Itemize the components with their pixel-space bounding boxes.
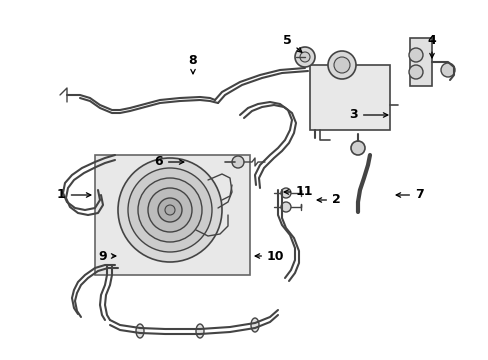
Text: 8: 8 [188,54,197,74]
Circle shape [440,63,454,77]
Circle shape [281,202,290,212]
Text: 7: 7 [395,189,423,202]
Circle shape [281,188,290,198]
Text: 1: 1 [57,189,91,202]
Text: 2: 2 [317,193,340,207]
Text: 9: 9 [98,249,116,262]
Circle shape [231,156,244,168]
Text: 6: 6 [154,156,183,168]
Circle shape [148,188,192,232]
Text: 10: 10 [255,249,284,262]
Bar [409,38,431,86]
Circle shape [327,51,355,79]
Circle shape [408,65,422,79]
Ellipse shape [250,318,259,332]
Text: 5: 5 [283,33,301,52]
Text: 3: 3 [348,108,387,121]
Circle shape [333,57,349,73]
Bar [95,155,249,275]
Bar [309,65,389,130]
Circle shape [138,178,202,242]
Circle shape [350,141,364,155]
Circle shape [164,205,175,215]
Circle shape [128,168,212,252]
Circle shape [294,47,314,67]
Ellipse shape [136,324,143,338]
Circle shape [299,52,309,62]
Text: 4: 4 [427,33,435,58]
Ellipse shape [196,324,203,338]
Circle shape [118,158,222,262]
Circle shape [158,198,182,222]
Circle shape [408,48,422,62]
Text: 11: 11 [284,185,313,198]
